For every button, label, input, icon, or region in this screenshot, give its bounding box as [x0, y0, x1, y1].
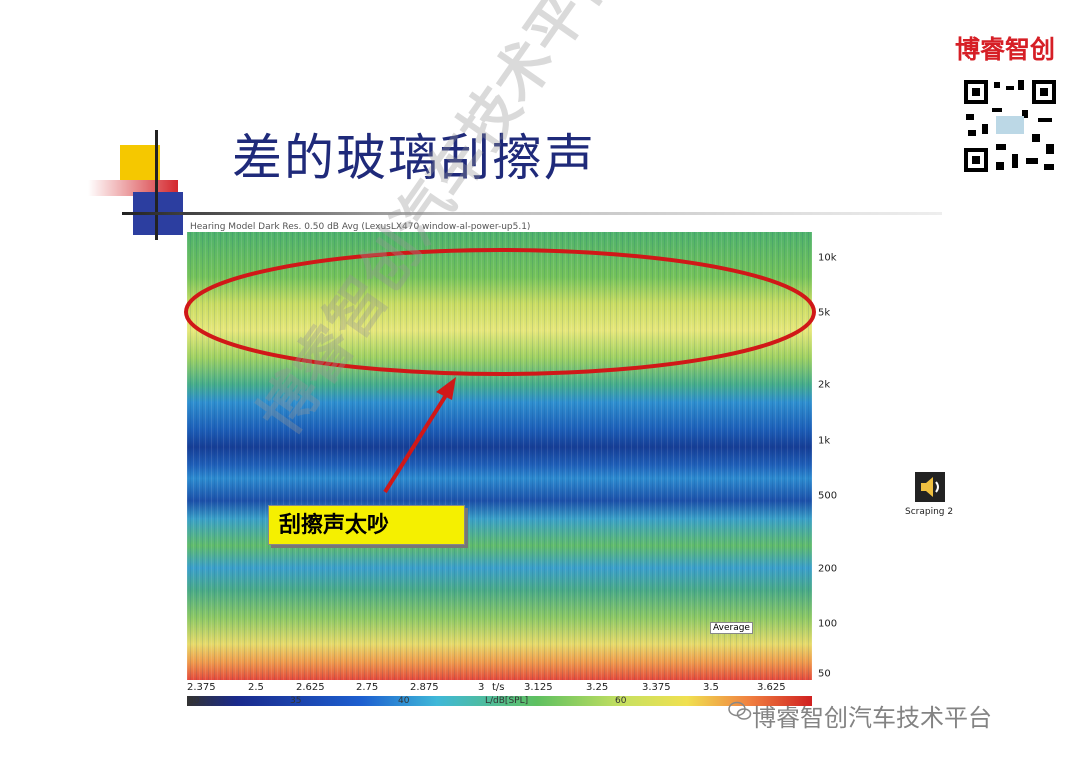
x-axis-label: 2.875	[410, 682, 439, 693]
y-axis-label: 2k	[818, 379, 831, 391]
colorbar-label: L/dB[SPL]	[485, 696, 529, 706]
x-axis-label: 3.375	[642, 682, 671, 693]
colorbar-label: 35	[290, 696, 302, 706]
y-axis-label: 1k	[818, 435, 831, 447]
y-axis-label: 100	[818, 618, 838, 630]
wechat-icon	[728, 701, 752, 720]
y-axis-label: 500	[818, 490, 838, 502]
deco-line	[122, 212, 942, 215]
x-axis-label: 2.625	[296, 682, 325, 693]
colorbar-label: 30	[188, 696, 200, 706]
y-axis-label: 10k	[818, 252, 837, 264]
sound-label[interactable]: Scraping 2	[905, 507, 954, 517]
callout: 刮擦声太吵	[268, 505, 465, 545]
sound-icon[interactable]	[915, 472, 945, 502]
spectrogram	[187, 232, 812, 680]
y-axis-label: 200	[818, 563, 838, 575]
arrow	[383, 390, 450, 494]
y-axis-label: 50	[818, 668, 831, 680]
footer-watermark: 博睿智创汽车技术平台	[752, 704, 992, 732]
y-axis-label: 5k	[818, 307, 831, 319]
average-label: Average	[710, 622, 753, 634]
highlight-ellipse	[184, 248, 816, 376]
colorbar-label: 60	[615, 696, 627, 706]
x-axis-label: 2.75	[356, 682, 379, 693]
arrow-head	[436, 377, 456, 400]
qr-code	[962, 78, 1058, 174]
colorbar	[187, 696, 812, 706]
title: 差的玻璃刮擦声	[232, 129, 596, 187]
deco-line	[155, 130, 158, 240]
x-axis-label: 3.5	[703, 682, 719, 693]
x-axis-label: 3.25	[586, 682, 609, 693]
x-axis-label: 3.625	[757, 682, 786, 693]
x-axis-label: 3.125	[524, 682, 553, 693]
brand: 博睿智创	[955, 35, 1056, 64]
x-axis-label: 3	[478, 682, 485, 693]
x-axis-label: 2.5	[248, 682, 264, 693]
colorbar-label: 40	[398, 696, 410, 706]
spectrogram-header: Hearing Model Dark Res. 0.50 dB Avg (Lex…	[190, 222, 531, 232]
x-axis-label: t/s	[492, 682, 505, 693]
x-axis-label: 2.375	[187, 682, 216, 693]
